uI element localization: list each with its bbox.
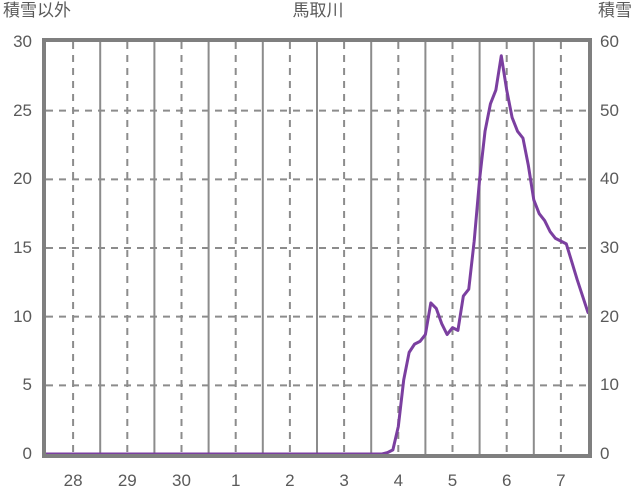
x-axis-tick-1: 1	[230, 471, 241, 490]
left-axis-tick-30: 30	[13, 32, 32, 51]
left-axis-title: 積雪以外	[3, 1, 71, 20]
plot-inner	[46, 42, 588, 454]
right-axis-tick-50: 50	[600, 100, 619, 120]
x-axis-tick-4: 4	[393, 471, 404, 490]
right-axis-tick-0: 0	[600, 444, 610, 463]
left-axis-tick-20: 20	[13, 169, 32, 189]
x-axis-tick-30: 30	[172, 471, 191, 490]
x-axis-tick-5: 5	[447, 471, 458, 490]
right-axis-tick-60: 60	[600, 32, 619, 51]
x-axis-tick-6: 6	[501, 471, 512, 490]
left-axis-tick-0: 0	[22, 444, 32, 463]
grid-lines	[46, 42, 588, 454]
right-axis-tick-30: 30	[600, 238, 619, 257]
x-axis-tick-7: 7	[556, 471, 566, 490]
left-axis-tick-10: 10	[13, 306, 32, 326]
x-axis-tick-3: 3	[339, 471, 349, 490]
plot-area	[42, 38, 592, 458]
x-axis-tick-2: 2	[285, 471, 295, 490]
series-line-snow-depth	[46, 42, 588, 454]
left-axis-tick-25: 25	[13, 100, 32, 120]
right-axis-title: 積雪	[598, 1, 632, 20]
right-axis-tick-20: 20	[600, 306, 619, 326]
left-axis-tick-15: 15	[13, 238, 32, 257]
x-axis-tick-28: 28	[63, 471, 83, 490]
right-axis-tick-10: 10	[600, 375, 619, 395]
right-axis-tick-40: 40	[600, 169, 619, 189]
data-line-積雪深	[46, 56, 588, 454]
x-axis-tick-29: 29	[117, 471, 137, 490]
page-title: 馬取川	[292, 1, 344, 20]
left-axis-tick-5: 5	[22, 375, 32, 395]
